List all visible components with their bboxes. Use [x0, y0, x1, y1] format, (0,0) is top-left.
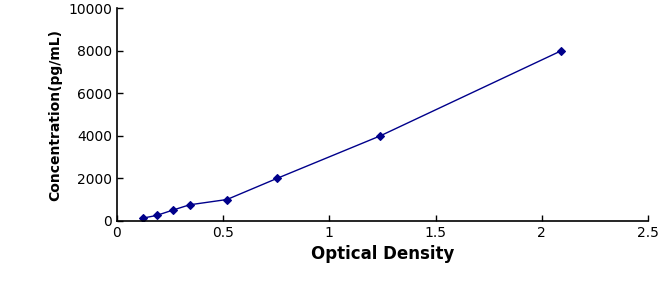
X-axis label: Optical Density: Optical Density — [311, 245, 454, 263]
Y-axis label: Concentration(pg/mL): Concentration(pg/mL) — [49, 29, 63, 201]
